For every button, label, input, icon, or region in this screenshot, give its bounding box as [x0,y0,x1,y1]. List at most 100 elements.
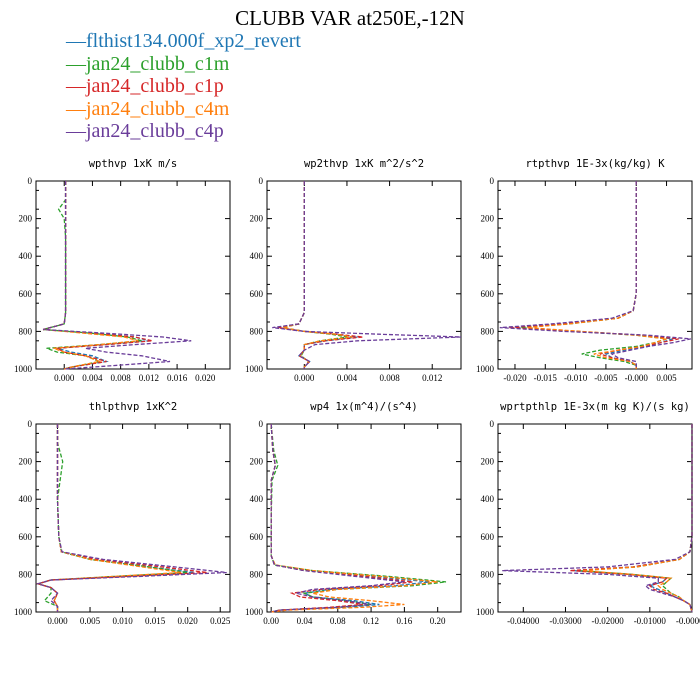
y-tick-label: 0 [259,176,264,186]
series-line [282,181,353,369]
y-tick-label: 0 [28,176,33,186]
x-tick-label: 0.025 [210,616,231,626]
x-tick-label: 0.020 [195,373,216,383]
plot-frame [35,423,231,613]
x-tick-label: 0.000 [47,616,68,626]
x-tick-label: -0.005 [594,373,618,383]
y-tick-label: 0 [28,419,33,429]
x-tick-label: -0.02000 [592,616,625,626]
legend-item: —jan24_clubb_c4m [66,98,301,121]
y-tick-label: 200 [19,214,33,224]
series-line [573,424,693,613]
y-tick-label: 400 [481,494,495,504]
legend-item: —jan24_clubb_c1p [66,75,301,98]
x-tick-label: -0.000 [625,373,649,383]
x-tick-label: -0.04000 [507,616,540,626]
series-line [35,424,182,612]
series-line [502,424,693,613]
plot-frame [35,180,231,370]
series-line [42,181,142,370]
series-line [578,424,693,613]
y-tick-label: 600 [481,532,495,542]
x-tick-label: -0.00000 [676,616,700,626]
series-line [520,181,667,369]
x-tick-label: 0.005 [80,616,101,626]
legend-item: —flthist134.000f_xp2_revert [66,30,301,53]
chart-panel: thlpthvp 1xK^2 0 200 400 600 800 1000 0.000 0.00… [14,401,231,626]
y-tick-label: 600 [481,289,495,299]
series-line [35,424,227,612]
x-tick-label: 0.000 [294,373,315,383]
x-tick-label: 0.005 [656,373,677,383]
y-tick-label: 1000 [14,607,33,617]
y-tick-label: 1000 [476,364,495,374]
x-tick-label: 0.000 [54,373,75,383]
series-line [270,423,413,613]
y-tick-label: 800 [481,326,495,336]
x-tick-label: 0.20 [430,616,446,626]
y-tick-label: 200 [19,457,33,467]
y-tick-label: 200 [250,214,264,224]
legend-item: —jan24_clubb_c4p [66,120,301,143]
legend-label: jan24_clubb_c1m [86,52,230,75]
series-line [42,181,139,370]
series-line [582,424,693,613]
x-tick-label: -0.01000 [634,616,667,626]
y-tick-label: 1000 [476,607,495,617]
series-line [569,424,693,613]
x-tick-label: -0.03000 [549,616,582,626]
series-line [282,181,348,369]
chart-panel: wprtpthlp 1E-3x(m kg K)/(s kg) 0 200 400 600… [476,401,700,626]
y-tick-label: 0 [490,419,495,429]
x-tick-label: -0.020 [503,373,527,383]
y-tick-label: 1000 [245,364,264,374]
chart-title: wp4 1x(m^4)/(s^4) [310,401,417,413]
y-tick-label: 400 [250,494,264,504]
y-tick-label: 600 [250,532,264,542]
x-tick-label: -0.015 [534,373,558,383]
x-tick-label: 0.16 [397,616,413,626]
series-line [270,423,430,613]
y-tick-label: 400 [19,494,33,504]
series-line [272,181,462,369]
x-tick-label: 0.04 [297,616,313,626]
y-tick-label: 800 [250,569,264,579]
chart-panel: rtpthvp 1E-3x(kg/kg) K02004006008001000-… [476,158,693,383]
series-line [35,424,188,612]
series-line [35,424,208,612]
series-line [514,181,673,369]
y-tick-label: 600 [19,289,33,299]
x-tick-label: 0.010 [112,616,133,626]
y-tick-label: 400 [250,251,264,261]
x-tick-label: 0.00 [263,616,279,626]
y-tick-label: 600 [19,532,33,542]
legend-label: jan24_clubb_c4p [86,120,224,142]
y-tick-label: 800 [19,326,33,336]
legend-label: jan24_clubb_c1p [86,75,224,97]
legend: —flthist134.000f_xp2_revert —jan24_clubb… [66,30,301,143]
figure-title: CLUBB VAR at250E,-12N [235,6,465,30]
chart-panel: wpthvp 1xK m/s 0 200 400 600 800 1000 0.000 0.00… [14,158,231,383]
chart-title: wpthvp 1xK m/s [89,158,178,170]
y-tick-label: 0 [490,176,495,186]
y-tick-label: 800 [19,569,33,579]
y-tick-label: 1000 [14,364,33,374]
y-tick-label: 200 [481,214,495,224]
chart-panel: wp2thvp 1xK m^2/s^2 0 200 400 600 800 1000 0.00… [245,158,462,383]
y-tick-label: 400 [19,251,33,261]
y-tick-label: 1000 [245,607,264,617]
series-line [270,423,405,613]
y-tick-label: 800 [481,569,495,579]
plot-frame [266,423,462,613]
x-tick-label: 0.020 [178,616,199,626]
x-tick-label: 0.016 [167,373,188,383]
x-tick-label: 0.012 [422,373,442,383]
legend-item: —jan24_clubb_c1m [66,53,301,76]
y-tick-label: 200 [481,457,495,467]
x-tick-label: 0.008 [111,373,132,383]
plot-frame [497,180,693,370]
chart-title: thlpthvp 1xK^2 [89,401,178,413]
x-tick-label: 0.004 [337,373,358,383]
